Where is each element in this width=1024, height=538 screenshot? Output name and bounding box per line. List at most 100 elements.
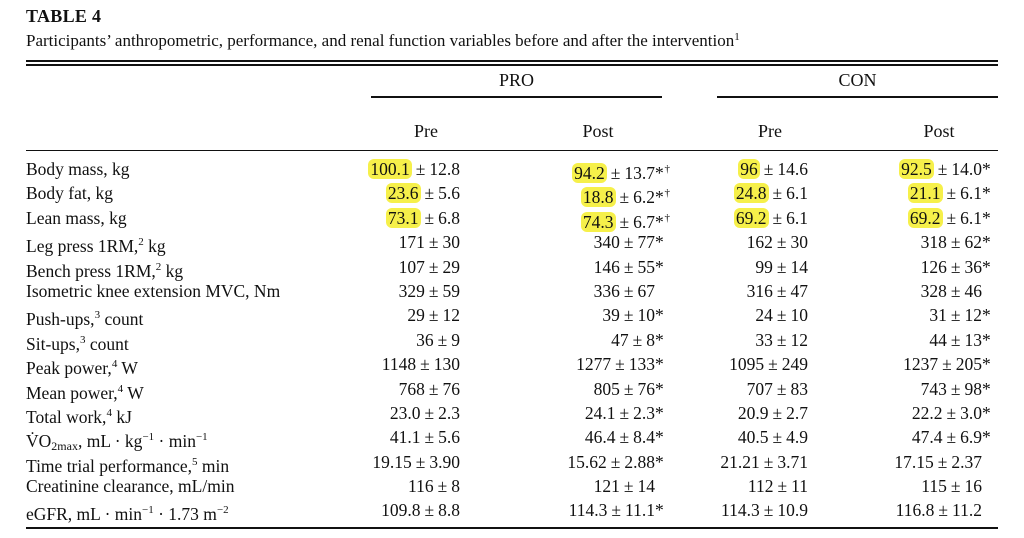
plus-minus-sign: ± — [776, 256, 787, 277]
plus-minus-sign: ± — [623, 256, 634, 277]
plus-minus-sign: ± — [772, 183, 783, 204]
significance-mark: * — [982, 207, 991, 228]
plus-minus-sign: ± — [415, 451, 426, 472]
table-cell: 24.1 ±2.3* — [585, 401, 670, 425]
row-label-superscript: 5 — [192, 455, 198, 468]
table-cell: 47 ±8* — [611, 328, 670, 352]
plus-minus-sign: ± — [623, 476, 634, 497]
cell-mean: 115 — [921, 476, 947, 497]
table-cell: 171 ±30 — [399, 230, 475, 254]
plus-minus-sign: ± — [938, 500, 949, 521]
table-cell: 126 ±36* — [921, 255, 997, 279]
cell-mean: 41.1 — [389, 427, 421, 448]
significance-mark: * — [982, 378, 991, 399]
row-label: Body mass, kg — [26, 157, 130, 181]
table-cell: 336 ±67 — [594, 279, 670, 303]
cell-sd: 14.0 — [951, 159, 982, 179]
cell-mean: 21.21 — [720, 451, 760, 472]
table-row: Peak power,4 W 1148 ±130 1277 ±133* 1095 ±249 1… — [0, 352, 1024, 378]
row-label: Time trial performance,5 min — [26, 450, 229, 478]
cell-mean: 1148 — [381, 354, 417, 375]
row-label-superscript: 3 — [94, 309, 101, 322]
cell-mean: 24.1 — [584, 402, 616, 423]
row-label-superscript: 4 — [117, 382, 124, 395]
significance-mark: * — [655, 451, 664, 472]
plus-minus-sign: ± — [946, 207, 957, 228]
plus-minus-sign: ± — [772, 427, 783, 448]
plus-minus-sign: ± — [619, 187, 630, 208]
cell-mean: 73.1 — [385, 207, 421, 228]
row-label-unit: kg — [161, 260, 184, 281]
cell-sd: 3.71 — [777, 451, 808, 472]
plus-minus-sign: ± — [424, 207, 435, 228]
plus-minus-sign: ± — [950, 280, 961, 301]
significance-mark: * — [982, 329, 991, 350]
plus-minus-sign: ± — [772, 207, 783, 228]
cell-sd: 76 — [442, 378, 461, 399]
cell-mean: 69.2 — [907, 207, 943, 228]
plus-minus-sign: ± — [950, 476, 961, 497]
plus-minus-sign: ± — [623, 232, 634, 253]
dagger-mark: † — [664, 187, 671, 200]
cell-sd: 12 — [442, 305, 461, 326]
row-label: Push-ups,3 count — [26, 303, 143, 331]
plus-minus-sign: ± — [950, 378, 961, 399]
plus-minus-sign: ± — [763, 500, 774, 521]
table-row: Sit-ups,3 count 36 ±9 47 ±8* 33 ±12 44 ±13* — [0, 328, 1024, 354]
plus-minus-sign: ± — [428, 378, 439, 399]
cell-sd: 10 — [637, 305, 656, 326]
plus-minus-sign: ± — [768, 354, 778, 375]
row-label-text: Creatinine clearance, mL/min — [26, 476, 235, 497]
cell-mean: 22.2 — [911, 402, 943, 423]
plus-minus-sign: ± — [632, 329, 643, 350]
caption-text: Participants’ anthropometric, performanc… — [26, 31, 735, 50]
cell-mean: 24 — [755, 305, 773, 326]
cell-sd: 9 — [451, 329, 460, 350]
dagger-mark: † — [664, 211, 671, 224]
cell-mean: 24.8 — [733, 183, 769, 204]
plus-minus-sign: ± — [776, 232, 787, 253]
row-label-text: Sit-ups, — [26, 333, 80, 354]
cell-mean: 1095 — [729, 354, 765, 375]
cell-sd: 12 — [790, 329, 809, 350]
plus-minus-sign: ± — [415, 159, 426, 179]
cell-sd: 8.8 — [438, 500, 460, 521]
cell-sd: 77 — [637, 232, 656, 253]
row-label: Creatinine clearance, mL/min — [26, 474, 234, 498]
cell-sd: 6.1 — [786, 207, 808, 228]
table-cell: 73.1 ±6.8 — [385, 206, 475, 230]
plus-minus-sign: ± — [424, 183, 435, 204]
row-label-unit: count — [85, 333, 129, 354]
plus-minus-sign: ± — [623, 305, 634, 326]
cell-mean: 171 — [398, 232, 425, 253]
plus-minus-sign: ± — [946, 183, 957, 204]
row-label-unit: W — [123, 382, 144, 403]
row-label-superscript: 4 — [106, 406, 112, 419]
plus-minus-sign: ± — [611, 500, 622, 521]
row-label-text: V̇O — [26, 431, 52, 452]
row-label-subscript: 2max — [51, 439, 78, 454]
cell-mean: 114.3 — [568, 500, 608, 521]
cell-sd: 2.88 — [624, 451, 655, 472]
table-cell: 707 ±83 — [747, 377, 823, 401]
cell-sd: 3.0 — [960, 402, 982, 423]
row-label-text: Body mass, kg — [26, 159, 130, 179]
table-cell: 1095 ±249 — [729, 352, 823, 376]
row-label-text: eGFR, mL · min — [26, 504, 143, 525]
cell-sd: 8 — [451, 476, 460, 497]
table-cell: 94.2 ±13.7*† — [572, 157, 670, 185]
significance-mark: * — [655, 329, 664, 350]
table-cell: 743 ±98* — [921, 377, 997, 401]
cell-sd: 12 — [964, 305, 983, 326]
table-cell: 92.5 ±14.0* — [899, 157, 997, 181]
cell-sd: 11 — [791, 476, 808, 497]
plus-minus-sign: ± — [623, 280, 634, 301]
significance-mark: * — [655, 402, 664, 423]
row-label-superscript: 2 — [138, 236, 144, 249]
row-label-text: Push-ups, — [26, 309, 95, 330]
table-cell: 107 ±29 — [399, 255, 475, 279]
table-cell: 44 ±13* — [929, 328, 997, 352]
row-label-text: Isometric knee extension MVC, Nm — [26, 280, 281, 301]
table-cell: 100.1 ±12.8 — [368, 157, 475, 181]
dagger-mark: † — [664, 163, 671, 175]
